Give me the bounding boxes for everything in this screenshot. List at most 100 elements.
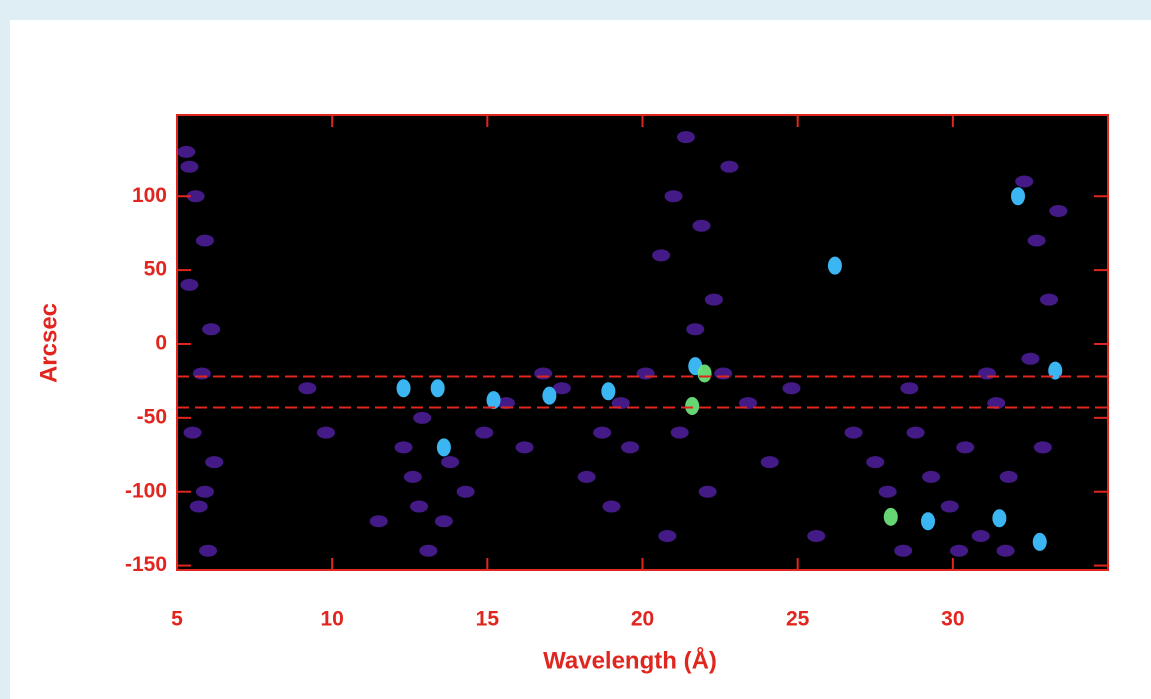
emission-spot — [177, 145, 196, 158]
emission-spot — [621, 441, 640, 454]
y-tick-label: -50 — [137, 405, 167, 428]
emission-spot — [369, 515, 388, 528]
emission-spot — [199, 544, 218, 557]
emission-spot — [189, 500, 208, 513]
y-tick-label: -100 — [125, 479, 167, 502]
emission-spot — [403, 470, 422, 483]
emission-spot — [922, 470, 941, 483]
emission-spot — [698, 485, 717, 498]
emission-spot — [956, 441, 975, 454]
emission-spot — [827, 256, 842, 275]
emission-spot — [697, 364, 712, 383]
emission-spot — [183, 426, 202, 439]
emission-spot — [782, 382, 801, 395]
emission-spot — [1021, 352, 1040, 365]
emission-spot — [1040, 293, 1059, 306]
emission-spot — [992, 509, 1007, 528]
emission-spot — [601, 382, 616, 401]
emission-spot — [1027, 234, 1046, 247]
emission-spot — [180, 160, 199, 173]
emission-spot — [436, 438, 451, 457]
emission-spot — [658, 530, 677, 543]
x-tick-label: 10 — [320, 608, 343, 631]
emission-spot — [999, 470, 1018, 483]
emission-spot — [486, 391, 501, 410]
emission-spot — [971, 530, 990, 543]
emission-spot — [1033, 441, 1052, 454]
x-tick-label: 30 — [941, 608, 964, 631]
emission-spot — [441, 456, 460, 469]
emission-spot — [652, 249, 671, 262]
plot-area — [177, 115, 1108, 570]
emission-spot — [760, 456, 779, 469]
emission-spot — [1049, 205, 1068, 218]
emission-spot — [410, 500, 429, 513]
emission-spot — [611, 397, 630, 410]
emission-spot — [906, 426, 925, 439]
emission-spot — [205, 456, 224, 469]
emission-spot — [593, 426, 612, 439]
emission-spot — [739, 397, 758, 410]
emission-spot — [940, 500, 959, 513]
emission-spot — [670, 426, 689, 439]
y-tick-label: 50 — [144, 258, 167, 281]
y-tick-label: 0 — [155, 332, 167, 355]
emission-spot — [195, 485, 214, 498]
emission-spot — [1015, 175, 1034, 188]
emission-spot — [180, 278, 199, 291]
emission-spot — [434, 515, 453, 528]
emission-spot — [720, 160, 739, 173]
emission-spot — [686, 323, 705, 336]
emission-spot — [900, 382, 919, 395]
emission-spot — [602, 500, 621, 513]
emission-spot — [996, 544, 1015, 557]
emission-spot — [298, 382, 317, 395]
y-tick-label: 100 — [132, 184, 167, 207]
emission-spot — [878, 485, 897, 498]
emission-spot — [685, 397, 700, 416]
emission-spot — [456, 485, 475, 498]
emission-spot — [866, 456, 885, 469]
emission-spot — [202, 323, 221, 336]
x-tick-label: 25 — [786, 608, 810, 631]
emission-spot — [1048, 361, 1063, 380]
emission-spot — [496, 397, 515, 410]
emission-spot — [475, 426, 494, 439]
emission-spot — [316, 426, 335, 439]
emission-spot — [636, 367, 655, 380]
emission-spot — [714, 367, 733, 380]
emission-spot — [692, 219, 711, 232]
emission-spot — [396, 379, 411, 398]
emission-spot — [192, 367, 211, 380]
y-tick-label: -150 — [125, 553, 167, 576]
emission-spot — [1032, 532, 1047, 551]
emission-spot — [413, 411, 432, 424]
emission-spot — [542, 386, 557, 405]
emission-spot — [883, 507, 898, 526]
emission-spot — [664, 190, 683, 203]
x-tick-label: 20 — [631, 608, 654, 631]
emission-spot — [534, 367, 553, 380]
emission-spot — [704, 293, 723, 306]
emission-spot — [844, 426, 863, 439]
emission-spot — [419, 544, 438, 557]
emission-spot — [1011, 187, 1026, 206]
emission-spot — [676, 131, 695, 144]
y-axis-label: Arcsec — [35, 303, 62, 383]
emission-spot — [430, 379, 445, 398]
emission-spot — [577, 470, 596, 483]
x-tick-label: 5 — [171, 608, 183, 631]
emission-spot — [950, 544, 969, 557]
x-tick-label: 15 — [476, 608, 500, 631]
emission-spot — [977, 367, 996, 380]
emission-spot — [921, 512, 936, 531]
emission-spot — [195, 234, 214, 247]
emission-spot — [552, 382, 571, 395]
emission-spot — [186, 190, 205, 203]
x-axis-label: Wavelength (Å) — [543, 646, 717, 674]
emission-spot — [394, 441, 413, 454]
emission-spot — [515, 441, 534, 454]
emission-spot — [987, 397, 1006, 410]
